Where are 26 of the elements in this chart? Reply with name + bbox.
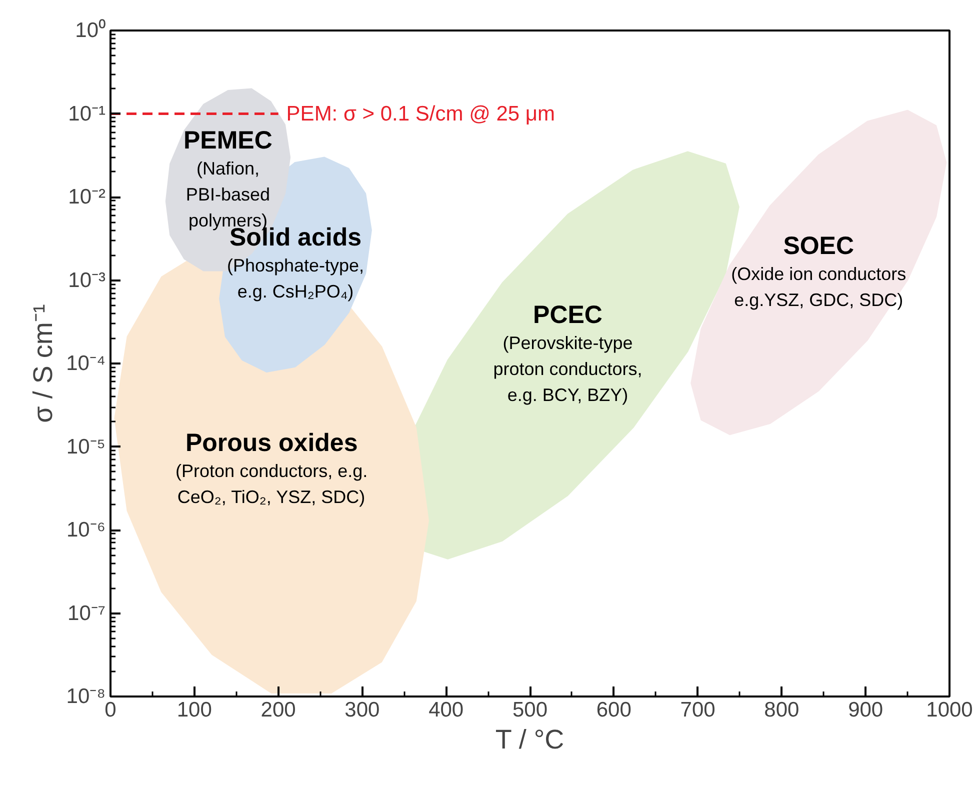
y-tick-label: 10⁻⁴ — [66, 352, 106, 375]
annotation: Porous oxides (Proton conductors, e.g. CeO₂, TiO₂, YSZ, SDC) — [176, 429, 368, 508]
x-tick-label: 400 — [428, 698, 464, 722]
x-tick-label: 600 — [596, 698, 632, 722]
y-tick-label: 10⁻¹ — [68, 102, 106, 126]
x-axis-title: T / °C — [495, 724, 564, 754]
x-tick-label: 900 — [848, 698, 884, 722]
x-tick-label: 800 — [764, 698, 800, 722]
y-axis-title: σ / S cm⁻¹ — [28, 304, 58, 423]
y-tick-label: 10⁻⁵ — [66, 435, 106, 458]
y-tick-label: 10⁻² — [68, 186, 106, 208]
x-tick-label: 200 — [260, 698, 296, 722]
y-tick-label: 10⁻³ — [68, 268, 106, 292]
x-tick-label: 300 — [344, 698, 380, 722]
x-tick-label: 100 — [176, 698, 212, 722]
x-tick-label: 0 — [104, 698, 116, 722]
x-tick-label: 700 — [680, 698, 716, 722]
x-tick-label: 500 — [512, 698, 548, 722]
annotation: PCEC (Perovskite-type proton conductors, e.g. BCY, BZY) — [493, 300, 642, 405]
y-tick-label: 10⁻⁷ — [68, 602, 106, 625]
ref-line-label: PEM: σ > 0.1 S/cm @ 25 μm — [286, 102, 556, 126]
y-tick-label: 10⁻⁶ — [66, 518, 106, 542]
y-tick-label: 10⁰ — [75, 19, 106, 42]
x-tick-label: 1000 — [926, 698, 973, 722]
y-tick-label: 10⁻⁸ — [66, 685, 106, 708]
annotation: SOEC (Oxide ion conductors e.g.YSZ, GDC, SDC) — [731, 232, 906, 310]
